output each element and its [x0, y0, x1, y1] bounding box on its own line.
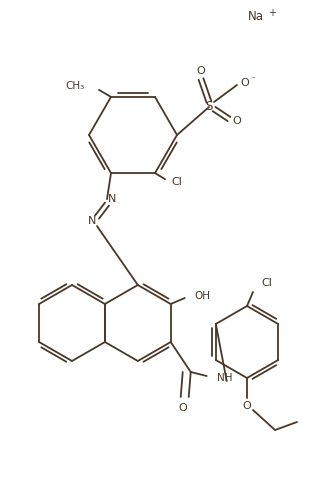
Text: NH: NH	[217, 373, 232, 383]
Text: CH₃: CH₃	[66, 81, 85, 91]
Text: O: O	[243, 401, 251, 411]
Text: O: O	[233, 116, 241, 126]
Text: Cl: Cl	[171, 177, 182, 187]
Text: ⁻: ⁻	[251, 75, 255, 85]
Text: +: +	[268, 8, 276, 18]
Text: Na: Na	[248, 9, 264, 23]
Text: N: N	[88, 216, 96, 226]
Text: Cl: Cl	[261, 278, 272, 288]
Text: O: O	[241, 78, 249, 88]
Text: O: O	[197, 66, 205, 76]
Text: OH: OH	[195, 291, 211, 301]
Text: S: S	[205, 100, 213, 114]
Text: O: O	[178, 403, 187, 413]
Text: N: N	[108, 194, 116, 204]
